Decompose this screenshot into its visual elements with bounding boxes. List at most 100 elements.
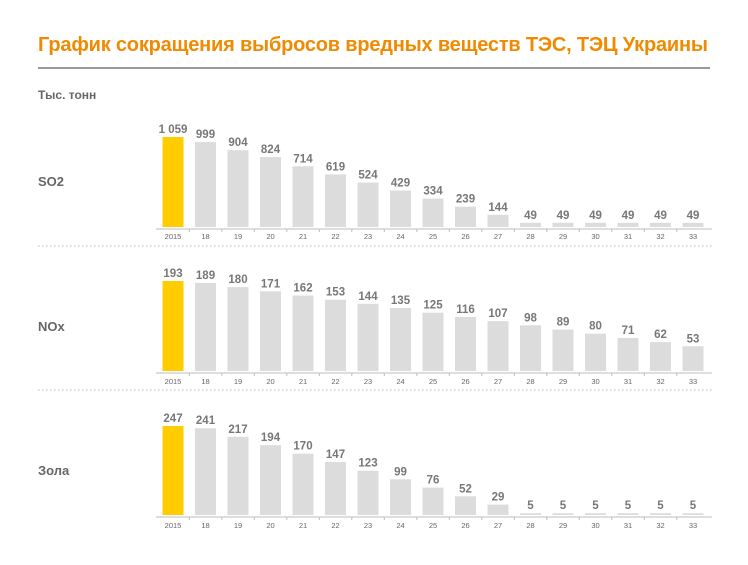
value-label: 62 [654,329,667,341]
x-tick-label: 20 [266,521,274,530]
bar [357,303,379,371]
x-tick-label: 18 [201,232,209,241]
title-divider [38,67,710,69]
bar [552,513,574,515]
x-tick-label: 2015 [165,521,182,530]
bar [195,142,216,227]
value-label: 714 [293,153,313,165]
value-label: 999 [196,129,215,141]
bar [650,342,671,371]
bar [455,496,476,515]
x-tick-label: 32 [656,377,664,386]
value-label: 107 [488,308,507,320]
x-tick-label: 30 [591,232,599,241]
bar [487,504,509,515]
bar [682,222,704,227]
value-label: 135 [391,295,411,307]
x-tick-label: 29 [559,377,567,386]
x-tick-label: 30 [591,521,599,530]
bar [422,312,444,371]
bar [195,282,216,371]
x-tick-label: 31 [624,232,632,241]
value-label: 247 [163,413,182,425]
bar [585,333,606,371]
value-label: 147 [326,449,345,461]
bar [292,295,314,371]
x-tick-label: 33 [689,377,697,386]
units-label: Тыс. тонн [38,88,97,102]
x-tick-label: 24 [396,521,404,530]
x-tick-label: 19 [234,232,242,241]
bar [682,346,704,371]
value-label: 153 [326,287,345,299]
x-tick-label: 26 [461,521,469,530]
value-label: 71 [622,325,635,337]
x-tick-label: 21 [299,232,307,241]
bar [390,308,411,371]
value-label: 171 [261,278,281,290]
x-tick-label: 28 [526,232,534,241]
value-label: 217 [228,424,247,436]
x-tick-label: 27 [494,377,502,386]
x-tick-label: 24 [396,377,404,386]
value-label: 162 [293,283,312,295]
value-label: 194 [261,432,281,444]
bar [422,487,444,515]
value-label: 49 [622,210,635,222]
x-tick-label: 20 [266,232,274,241]
value-label: 5 [625,500,632,512]
value-label: 5 [657,500,664,512]
x-tick-label: 21 [299,377,307,386]
bar [227,436,249,515]
value-label: 824 [261,144,281,156]
panel-label: NOx [38,319,66,334]
value-label: 239 [456,194,475,206]
x-tick-label: 29 [559,232,567,241]
bar [650,222,671,227]
x-tick-label: 2015 [165,377,182,386]
value-label: 180 [228,274,247,286]
bar [682,513,704,515]
value-label: 189 [196,270,215,282]
bar [650,513,671,515]
value-label: 1 059 [159,124,188,136]
value-label: 125 [423,300,443,312]
x-tick-label: 26 [461,377,469,386]
x-tick-label: 25 [429,377,437,386]
x-tick-label: 20 [266,377,274,386]
bar [162,426,184,515]
value-label: 52 [459,483,472,495]
value-label: 99 [394,466,407,478]
bar [520,222,541,227]
value-label: 5 [527,500,534,512]
x-tick-label: 27 [494,232,502,241]
value-label: 619 [326,161,345,173]
value-label: 76 [427,475,440,487]
x-tick-label: 30 [591,377,599,386]
x-tick-label: 27 [494,521,502,530]
value-label: 5 [560,500,567,512]
bar [325,174,346,227]
x-tick-label: 19 [234,521,242,530]
x-tick-label: 18 [201,521,209,530]
x-tick-label: 28 [526,377,534,386]
bar [357,470,379,515]
x-tick-label: 26 [461,232,469,241]
bar [585,513,606,515]
x-tick-label: 19 [234,377,242,386]
x-tick-label: 25 [429,521,437,530]
x-tick-label: 23 [364,377,372,386]
bar [227,287,249,371]
bar [455,316,476,371]
bar [520,513,541,515]
x-tick-label: 23 [364,521,372,530]
value-label: 193 [163,268,182,280]
bar [260,157,281,227]
bar [552,222,574,227]
bar [260,445,281,515]
x-tick-label: 22 [331,232,339,241]
x-tick-label: 28 [526,521,534,530]
bar [585,222,606,227]
value-label: 49 [524,210,537,222]
